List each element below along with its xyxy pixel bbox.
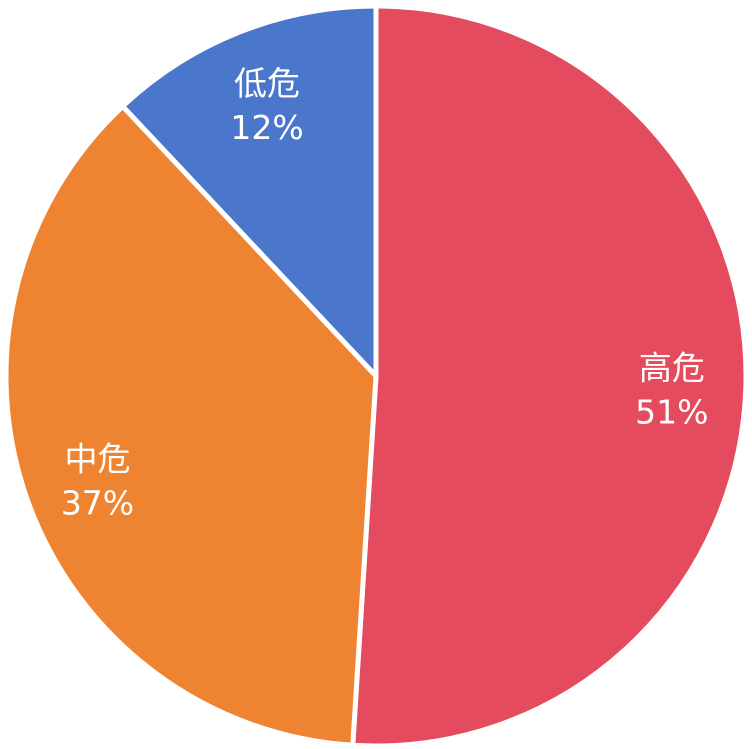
slice-label: 低危 bbox=[234, 64, 300, 103]
slice-label: 高危 bbox=[639, 348, 705, 387]
slice-value-label: 37% bbox=[61, 483, 134, 522]
slice-value-label: 12% bbox=[230, 108, 303, 147]
pie-slice-1 bbox=[3, 103, 379, 748]
pie-slice-2 bbox=[120, 3, 379, 379]
pie-slice-0 bbox=[350, 3, 749, 749]
slice-label: 中危 bbox=[64, 439, 130, 478]
slice-value-label: 51% bbox=[635, 392, 708, 431]
